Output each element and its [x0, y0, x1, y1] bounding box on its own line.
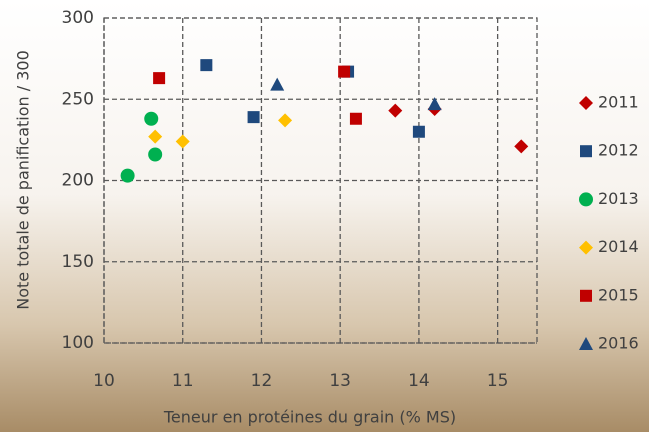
x-tick-label: 15	[487, 371, 509, 391]
point	[144, 111, 159, 126]
legend-text: 2014	[598, 237, 639, 256]
point	[349, 112, 362, 125]
x-tick-label: 11	[172, 371, 194, 391]
legend-marker	[580, 289, 592, 302]
legend-text: 2015	[598, 285, 639, 304]
legend-marker	[579, 240, 593, 255]
point	[412, 125, 425, 138]
point	[153, 72, 166, 85]
x-axis-title: Teneur en protéines du grain (% MS)	[163, 408, 456, 427]
x-tick-label: 13	[329, 371, 351, 391]
point	[388, 103, 403, 118]
x-tick-label: 10	[93, 371, 115, 391]
point	[148, 147, 163, 162]
legend-item: 2014	[598, 237, 639, 256]
y-axis-title: Note totale de panification / 300	[14, 50, 33, 310]
legend-text: 2013	[598, 189, 639, 208]
legend-item: 2013	[598, 189, 639, 208]
y-tick-label: 150	[62, 252, 94, 272]
point	[120, 168, 135, 183]
legend-text: 2011	[598, 93, 639, 112]
legend-item: 2011	[598, 93, 639, 112]
legend-text: 2016	[598, 334, 639, 353]
point	[278, 113, 293, 128]
point	[338, 65, 351, 78]
y-tick-label: 300	[62, 8, 94, 28]
legend-item: 2016	[598, 334, 639, 353]
point	[148, 129, 163, 144]
legend-marker	[579, 337, 593, 350]
x-tick-label: 14	[408, 371, 430, 391]
point	[514, 139, 529, 154]
point	[247, 111, 260, 124]
legend-marker	[579, 192, 593, 207]
point	[270, 77, 285, 91]
legend-text: 2012	[598, 141, 639, 160]
point	[427, 97, 442, 111]
point	[200, 59, 213, 72]
y-tick-label: 200	[62, 171, 94, 191]
y-tick-label: 100	[62, 333, 94, 353]
legend-marker	[580, 145, 592, 158]
y-tick-label: 250	[62, 89, 94, 109]
legend-item: 2015	[598, 285, 639, 304]
x-tick-label: 12	[251, 371, 273, 391]
legend-item: 2012	[598, 141, 639, 160]
legend-marker	[579, 96, 593, 110]
point	[175, 134, 190, 149]
